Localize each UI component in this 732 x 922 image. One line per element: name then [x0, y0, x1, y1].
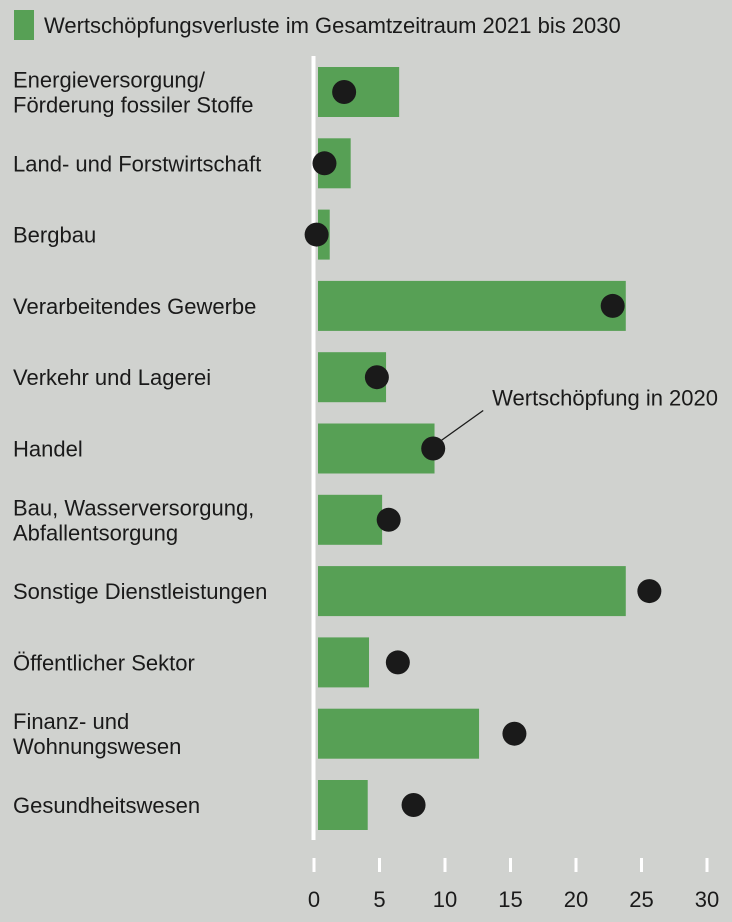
tick-label: 25 [629, 887, 653, 912]
bar [318, 780, 368, 830]
category-label: Wohnungswesen [13, 734, 181, 759]
dots-layer [304, 80, 662, 817]
annotation-leader-line [440, 409, 484, 442]
bar [318, 566, 626, 617]
bar [318, 423, 435, 474]
legend: Wertschöpfungsverluste im Gesamtzeitraum… [14, 10, 621, 40]
category-label: Öffentlicher Sektor [13, 650, 195, 675]
bars-layer [318, 67, 626, 830]
dot-point [376, 507, 401, 532]
dot-point [637, 579, 662, 604]
dot-point [502, 721, 527, 746]
bar [318, 708, 480, 759]
dot-point [600, 293, 625, 318]
bar [318, 637, 370, 688]
dot-point [364, 365, 389, 390]
category-label: Gesundheitswesen [13, 793, 200, 818]
category-label: Verkehr und Lagerei [13, 365, 211, 390]
tick-label: 15 [498, 887, 522, 912]
bar [318, 280, 626, 331]
legend-label: Wertschöpfungsverluste im Gesamtzeitraum… [44, 13, 621, 38]
dot-point [401, 793, 426, 817]
tick-label: 0 [308, 887, 320, 912]
dot-point [421, 436, 446, 461]
category-label: Sonstige Dienstleistungen [13, 579, 267, 604]
bar [318, 494, 383, 545]
category-label: Finanz- und [13, 709, 129, 734]
annotation-label: Wertschöpfung in 2020 [492, 386, 718, 411]
dot-point [332, 80, 357, 104]
category-label: Land- und Forstwirtschaft [13, 151, 261, 176]
category-label: Energieversorgung/ [13, 68, 206, 93]
dot-point [304, 222, 329, 247]
annotation: Wertschöpfung in 2020 [440, 386, 718, 442]
category-label: Bergbau [13, 223, 96, 248]
dot-point [312, 151, 337, 176]
category-label: Verarbeitendes Gewerbe [13, 294, 256, 319]
tick-label: 5 [373, 887, 385, 912]
category-label: Förderung fossiler Stoffe [13, 93, 254, 118]
category-label: Bau, Wasserversorgung, [13, 495, 254, 520]
category-label: Handel [13, 437, 83, 462]
legend-swatch [14, 10, 34, 40]
tick-label: 10 [433, 887, 457, 912]
dot-point [385, 650, 410, 675]
category-label: Abfallentsorgung [13, 520, 178, 545]
tick-label: 30 [695, 887, 719, 912]
bar [318, 67, 400, 117]
tick-label: 20 [564, 887, 588, 912]
category-labels: Energieversorgung/Förderung fossiler Sto… [13, 68, 267, 819]
x-axis-ticks: 0 5 10 15 20 25 30 [308, 858, 719, 912]
